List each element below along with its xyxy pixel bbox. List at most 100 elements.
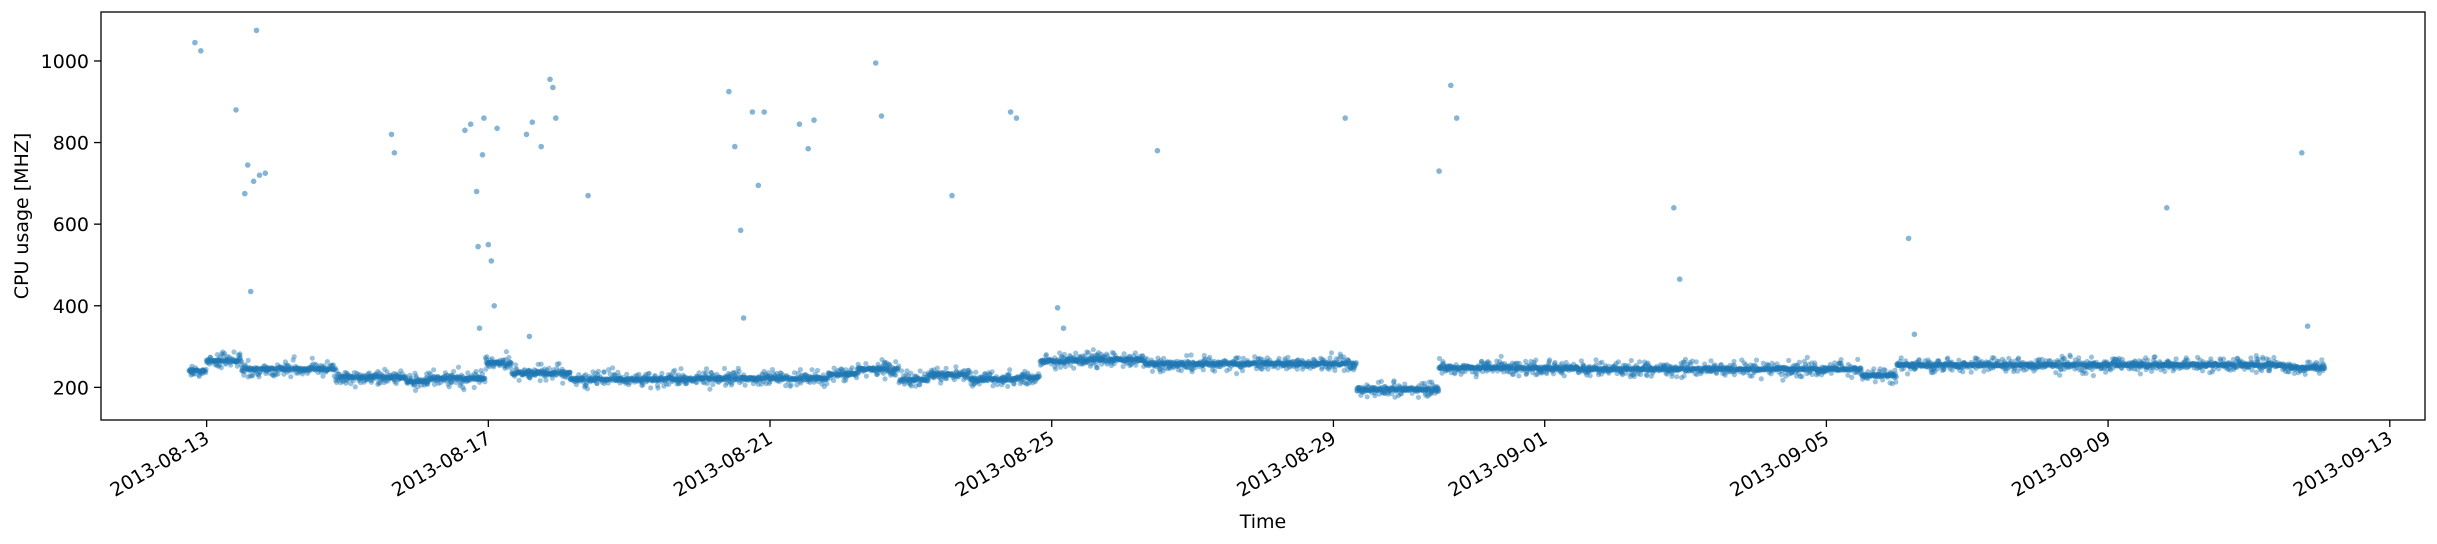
data-point bbox=[270, 372, 276, 378]
data-point bbox=[215, 358, 221, 364]
data-point bbox=[281, 365, 287, 372]
data-point bbox=[222, 350, 228, 357]
data-point bbox=[239, 368, 245, 374]
data-point bbox=[309, 355, 315, 361]
data-point bbox=[1593, 357, 1599, 363]
data-point bbox=[241, 372, 247, 378]
data-point bbox=[269, 366, 275, 372]
data-point bbox=[283, 366, 289, 373]
data-point bbox=[1005, 383, 1011, 389]
data-point bbox=[707, 386, 713, 392]
data-point bbox=[268, 365, 274, 372]
data-point bbox=[646, 370, 652, 376]
data-point bbox=[227, 354, 233, 360]
data-point bbox=[431, 367, 437, 373]
data-point bbox=[703, 366, 710, 372]
data-point bbox=[538, 361, 544, 367]
data-point bbox=[295, 370, 301, 376]
data-point bbox=[2057, 372, 2063, 378]
data-point bbox=[710, 381, 716, 388]
data-point bbox=[240, 368, 246, 374]
data-point bbox=[287, 366, 293, 372]
data-point bbox=[1378, 378, 1384, 384]
data-point bbox=[203, 370, 209, 376]
data-point bbox=[1731, 358, 1737, 365]
data-point bbox=[228, 362, 234, 368]
data-point bbox=[201, 368, 207, 374]
data-point bbox=[1094, 365, 1100, 371]
data-point bbox=[217, 354, 223, 360]
data-point bbox=[208, 359, 215, 365]
data-point bbox=[217, 362, 223, 368]
data-point bbox=[1638, 371, 1644, 378]
data-point bbox=[258, 365, 264, 371]
data-point bbox=[543, 377, 549, 383]
data-point bbox=[192, 368, 198, 374]
data-point bbox=[736, 368, 742, 374]
data-point bbox=[274, 365, 280, 372]
data-point bbox=[294, 365, 300, 371]
data-point bbox=[265, 366, 271, 372]
data-point bbox=[257, 369, 263, 375]
data-point bbox=[249, 366, 255, 372]
data-point bbox=[1090, 347, 1096, 353]
data-point bbox=[220, 352, 226, 358]
data-point bbox=[289, 368, 295, 374]
data-point bbox=[188, 372, 194, 378]
data-point bbox=[187, 366, 193, 373]
data-point bbox=[247, 367, 253, 373]
data-point bbox=[244, 366, 250, 372]
data-point bbox=[1071, 365, 1077, 371]
data-point bbox=[2067, 354, 2073, 360]
data-point bbox=[284, 363, 290, 369]
data-point bbox=[202, 368, 208, 374]
data-point bbox=[265, 365, 271, 371]
data-point bbox=[225, 356, 231, 362]
data-point bbox=[219, 351, 225, 357]
data-point bbox=[228, 358, 234, 364]
data-point bbox=[225, 354, 231, 360]
data-point bbox=[189, 371, 196, 377]
data-point bbox=[1239, 368, 1246, 374]
data-point bbox=[232, 358, 238, 365]
data-point bbox=[230, 358, 237, 364]
data-point bbox=[1007, 367, 1013, 373]
data-point bbox=[560, 380, 566, 386]
data-point bbox=[1693, 359, 1699, 365]
data-point bbox=[273, 366, 279, 372]
data-point bbox=[211, 358, 218, 364]
data-point bbox=[814, 367, 821, 374]
data-point bbox=[231, 349, 237, 355]
data-point bbox=[216, 358, 222, 364]
data-point bbox=[1053, 366, 1059, 372]
data-point bbox=[277, 364, 284, 370]
data-point bbox=[809, 367, 815, 373]
data-point bbox=[1327, 355, 1333, 361]
data-point bbox=[249, 373, 255, 379]
data-point bbox=[201, 369, 207, 375]
data-point bbox=[266, 367, 272, 373]
data-point bbox=[1898, 355, 1904, 361]
data-point bbox=[264, 366, 270, 372]
data-point bbox=[205, 357, 211, 363]
data-point bbox=[212, 357, 218, 364]
data-point bbox=[202, 368, 208, 374]
data-point bbox=[293, 370, 299, 376]
data-point bbox=[797, 367, 804, 373]
data-point bbox=[293, 363, 299, 369]
data-point bbox=[208, 358, 214, 364]
data-point bbox=[256, 374, 262, 380]
data-point bbox=[261, 367, 267, 373]
data-point bbox=[255, 371, 262, 378]
data-point bbox=[214, 357, 220, 363]
data-point bbox=[206, 358, 212, 364]
data-point bbox=[1674, 374, 1680, 380]
data-point bbox=[451, 368, 457, 375]
data-point bbox=[275, 371, 281, 377]
data-point bbox=[190, 367, 196, 373]
data-point bbox=[250, 366, 256, 373]
data-point bbox=[1036, 373, 1043, 379]
data-point bbox=[259, 366, 265, 372]
data-point bbox=[199, 367, 205, 373]
